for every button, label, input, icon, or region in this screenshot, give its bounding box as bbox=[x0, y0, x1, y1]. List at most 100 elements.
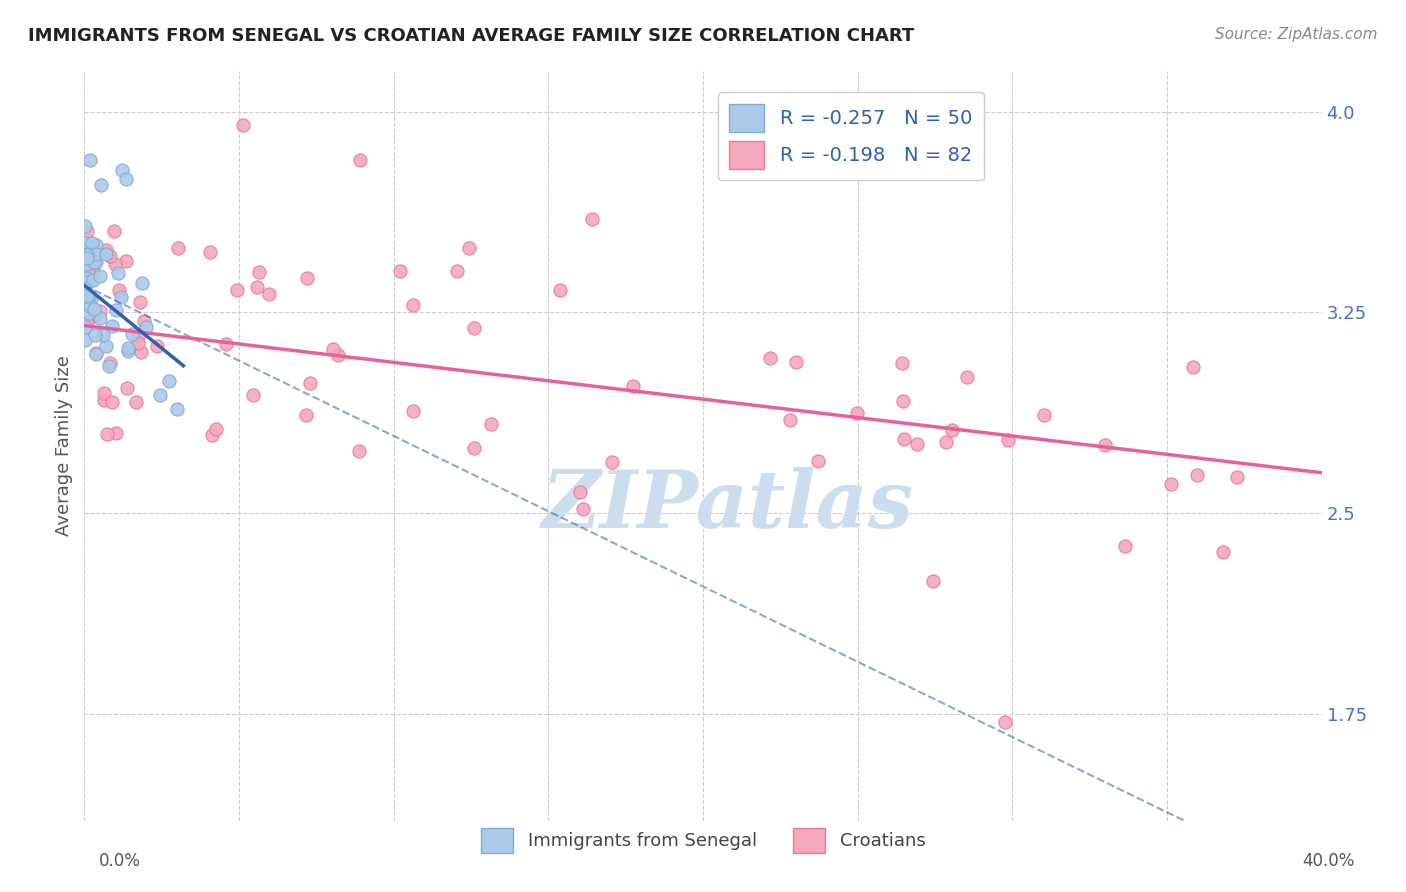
Point bbox=[1185, 467, 1208, 482]
Point bbox=[89, 310, 111, 325]
Point bbox=[84, 347, 107, 361]
Point bbox=[110, 290, 132, 304]
Point bbox=[77, 306, 100, 320]
Point bbox=[997, 433, 1019, 447]
Point bbox=[401, 404, 423, 418]
Point bbox=[75, 244, 97, 259]
Point bbox=[82, 273, 104, 287]
Point bbox=[77, 245, 100, 260]
Text: 0.0%: 0.0% bbox=[98, 852, 141, 870]
Point bbox=[893, 432, 915, 446]
Point bbox=[100, 318, 122, 333]
Point bbox=[76, 275, 98, 289]
Point bbox=[125, 395, 148, 409]
Point bbox=[76, 251, 98, 265]
Point bbox=[349, 153, 371, 167]
Point bbox=[921, 574, 943, 588]
Point bbox=[96, 339, 118, 353]
Point bbox=[1226, 470, 1249, 484]
Point bbox=[402, 298, 425, 312]
Point bbox=[131, 277, 153, 291]
Point bbox=[246, 279, 269, 293]
Point bbox=[479, 417, 502, 431]
Point bbox=[463, 441, 485, 455]
Point bbox=[134, 314, 156, 328]
Point bbox=[105, 425, 128, 440]
Point bbox=[76, 244, 98, 259]
Point bbox=[1114, 539, 1136, 553]
Point bbox=[128, 294, 150, 309]
Point bbox=[117, 381, 139, 395]
Point bbox=[779, 413, 801, 427]
Text: ZIPatlas: ZIPatlas bbox=[541, 467, 914, 545]
Point bbox=[1212, 545, 1234, 559]
Point bbox=[458, 241, 481, 255]
Point bbox=[232, 118, 254, 132]
Point bbox=[79, 299, 101, 313]
Point bbox=[294, 408, 316, 422]
Point bbox=[89, 304, 111, 318]
Point bbox=[115, 172, 138, 186]
Point bbox=[550, 283, 572, 297]
Point bbox=[96, 427, 118, 442]
Point bbox=[249, 265, 271, 279]
Point bbox=[94, 244, 117, 258]
Legend: Immigrants from Senegal, Croatians: Immigrants from Senegal, Croatians bbox=[474, 821, 932, 860]
Point bbox=[103, 223, 125, 237]
Point bbox=[167, 241, 190, 255]
Point bbox=[103, 257, 125, 271]
Point bbox=[117, 343, 139, 358]
Point bbox=[75, 235, 97, 250]
Point bbox=[994, 714, 1017, 729]
Point bbox=[80, 292, 103, 306]
Point bbox=[115, 254, 138, 268]
Point bbox=[75, 271, 97, 285]
Point bbox=[157, 374, 180, 388]
Point bbox=[107, 266, 129, 280]
Y-axis label: Average Family Size: Average Family Size bbox=[55, 356, 73, 536]
Point bbox=[86, 346, 108, 360]
Point bbox=[956, 370, 979, 384]
Point bbox=[146, 339, 169, 353]
Point bbox=[166, 402, 188, 417]
Point bbox=[127, 328, 149, 343]
Point bbox=[328, 348, 350, 362]
Point bbox=[83, 309, 105, 323]
Point bbox=[1182, 359, 1205, 374]
Point bbox=[463, 321, 485, 335]
Point bbox=[569, 484, 592, 499]
Point bbox=[108, 283, 131, 297]
Point bbox=[121, 327, 143, 342]
Point bbox=[215, 337, 238, 351]
Point bbox=[83, 301, 105, 316]
Point bbox=[807, 454, 830, 468]
Point bbox=[83, 254, 105, 268]
Point bbox=[110, 163, 132, 178]
Point bbox=[94, 247, 117, 261]
Point bbox=[845, 406, 868, 420]
Point bbox=[93, 392, 115, 407]
Point bbox=[84, 327, 107, 342]
Point bbox=[98, 359, 121, 374]
Point bbox=[84, 238, 107, 252]
Point bbox=[446, 264, 468, 278]
Point bbox=[80, 236, 103, 251]
Point bbox=[93, 386, 115, 401]
Point bbox=[75, 282, 97, 296]
Point bbox=[76, 289, 98, 303]
Point bbox=[1160, 476, 1182, 491]
Point bbox=[891, 356, 914, 370]
Point bbox=[571, 502, 593, 516]
Point bbox=[127, 335, 149, 350]
Point bbox=[98, 356, 121, 370]
Point bbox=[89, 268, 111, 283]
Point bbox=[941, 423, 963, 437]
Point bbox=[621, 379, 644, 393]
Point bbox=[77, 263, 100, 277]
Point bbox=[149, 387, 172, 401]
Point bbox=[84, 247, 107, 261]
Point bbox=[76, 224, 98, 238]
Point bbox=[129, 344, 152, 359]
Point bbox=[75, 333, 97, 347]
Point bbox=[79, 153, 101, 167]
